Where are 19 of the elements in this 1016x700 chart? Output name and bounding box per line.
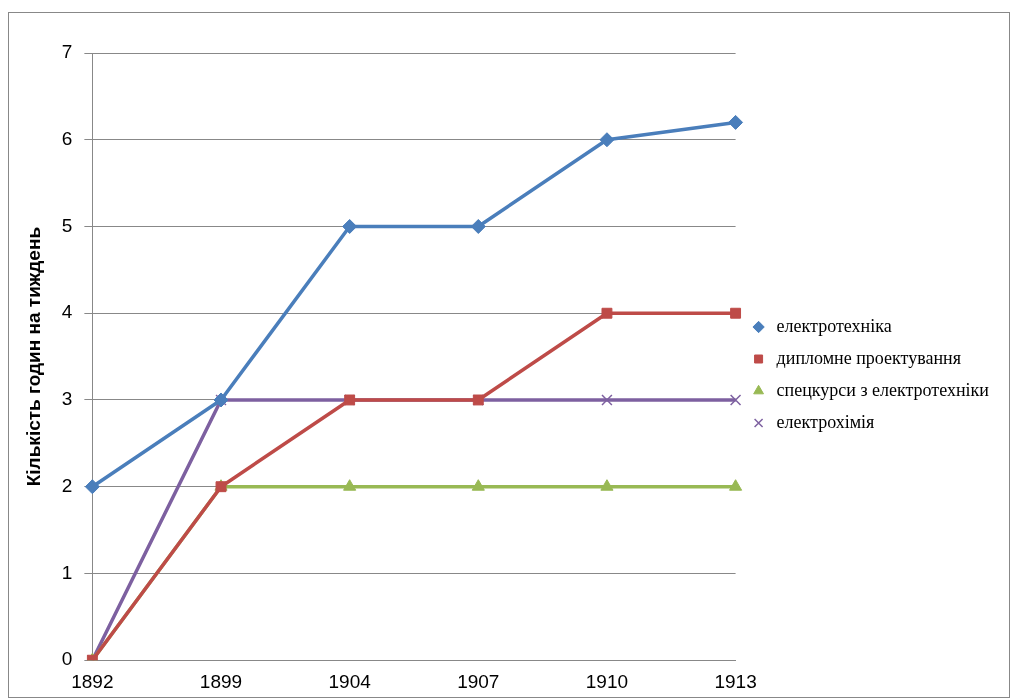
- y-tick-label: 7: [61, 41, 73, 63]
- y-tick-label: 2: [61, 474, 73, 496]
- legend-label: дипломне проектування: [776, 347, 961, 368]
- legend-label: спецкурси з електротехніки: [776, 379, 990, 400]
- y-axis-title: Кількість годин на тиждень: [22, 226, 44, 487]
- y-tick-label: 5: [61, 214, 73, 236]
- y-tick-label: 4: [61, 301, 73, 323]
- x-tick-label: 1913: [714, 670, 757, 692]
- x-tick-label: 1899: [199, 670, 243, 692]
- x-tick-label: 1892: [71, 670, 114, 692]
- y-tick-label: 1: [61, 561, 73, 583]
- x-tick-label: 1907: [457, 670, 500, 692]
- y-tick-label: 6: [61, 127, 73, 149]
- x-tick-label: 1904: [328, 670, 372, 692]
- legend-label: електрохімія: [776, 411, 875, 432]
- y-tick-label: 3: [61, 388, 73, 410]
- legend-label: електротехніка: [776, 315, 892, 336]
- x-tick-label: 1910: [585, 670, 629, 692]
- y-tick-label: 0: [61, 648, 73, 670]
